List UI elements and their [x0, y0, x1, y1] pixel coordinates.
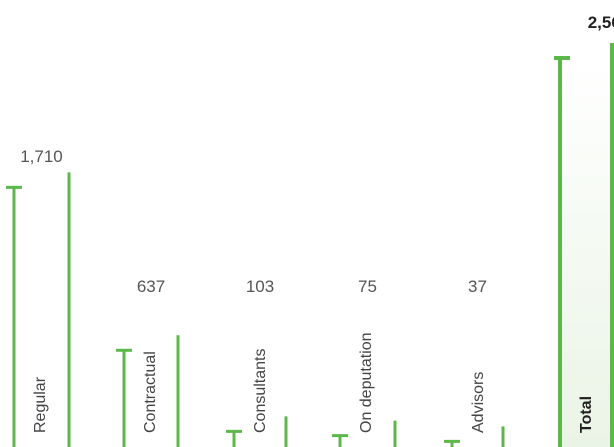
value-label-advisors: 37: [468, 277, 487, 296]
category-label-contractual: Contractual: [142, 351, 159, 433]
category-label-regular: Regular: [32, 376, 49, 433]
category-label-on-deputation: On deputation: [358, 332, 375, 433]
value-label-on-deputation: 75: [358, 277, 377, 296]
value-label-consultants: 103: [246, 277, 274, 296]
bar-fill-total: [560, 58, 612, 447]
category-label-advisors: Advisors: [470, 372, 487, 433]
category-label-consultants: Consultants: [252, 349, 269, 434]
value-label-contractual: 637: [137, 277, 165, 296]
category-label-total: Total: [578, 396, 595, 433]
chart-marks: 1,710 Regular 637 Contractual 103 Consultants…: [6, 13, 614, 447]
value-label-total: 2,562: [588, 13, 614, 32]
value-label-regular: 1,710: [20, 147, 63, 166]
